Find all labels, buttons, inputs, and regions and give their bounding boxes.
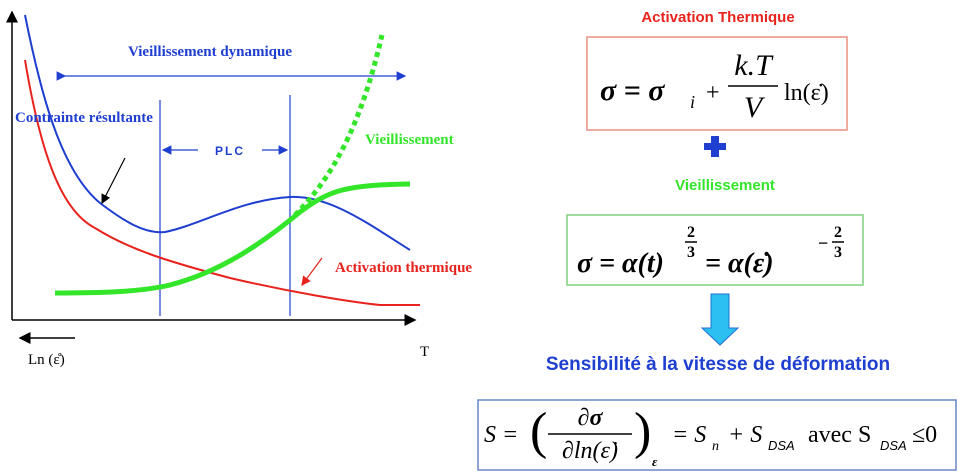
formula: S = ( ∂σ ∂ln(ε̇) ) ε = S n + S DSA avec … [484,403,937,469]
formula-part: DSA [768,438,795,453]
formula-part: DSA [880,438,907,453]
resultant-curve [24,14,411,251]
label: PLC [215,144,245,158]
formula-part: = α(ε̇) [705,248,774,279]
label: Vieillissement dynamique [128,44,292,60]
formula-part: − [818,233,828,253]
formula-part: ) [634,403,651,460]
formula-part: 3 [834,244,842,261]
aging-dotted-curve [293,34,385,217]
label: Ln (ε̊) [28,352,65,368]
down-arrow [700,293,740,346]
label: Contrainte résultante [15,110,153,126]
label: T [420,344,429,360]
panel-title: Sensibilité à la vitesse de déformation [546,354,890,375]
formula-part: ≤0 [912,422,937,448]
panel-title: Activation Thermique [641,9,794,26]
formula-box [586,36,848,131]
plus-icon [704,136,726,157]
formula: σ = α(t) 2 3 = α(ε̇) − 2 3 [577,224,844,279]
formula-part: + [706,80,720,106]
schematic-chart: Vieillissement dynamique Contrainte résu… [5,10,472,368]
formula-part: k.T [734,49,774,82]
formula: σ = σ i + k.T V ln(ε̇) [600,49,829,124]
formula-part: 2 [834,224,842,241]
formula-part: n [712,439,719,454]
formula-part: i [690,92,695,112]
formula-part: = S [672,422,706,448]
pointer-arrow [101,157,126,205]
formula-box [477,399,957,471]
formula-part: ∂σ [578,405,604,431]
label: Vieillissement [365,132,454,148]
pointer-arrow [301,257,323,286]
formula-part: V [744,91,766,124]
formula-part: S = [484,422,518,448]
formula-part: + S [728,422,762,448]
formula-part: σ = σ [600,74,665,107]
formula-part: ( [530,403,547,460]
aging-curve [54,181,411,296]
formula-box [566,214,864,286]
thermal-curve [24,59,420,306]
formula-part: σ = α(t) [577,248,664,279]
formula-part: avec S [808,422,871,448]
formula-part: ∂ln(ε̇) [562,438,618,464]
formula-part: 3 [687,244,695,261]
panel-title: Vieillissement [675,177,775,194]
formula-part: ln(ε̇) [784,80,829,106]
formula-part: ε [652,454,658,469]
formula-part: 2 [687,224,695,241]
label: Activation thermique [335,260,472,276]
